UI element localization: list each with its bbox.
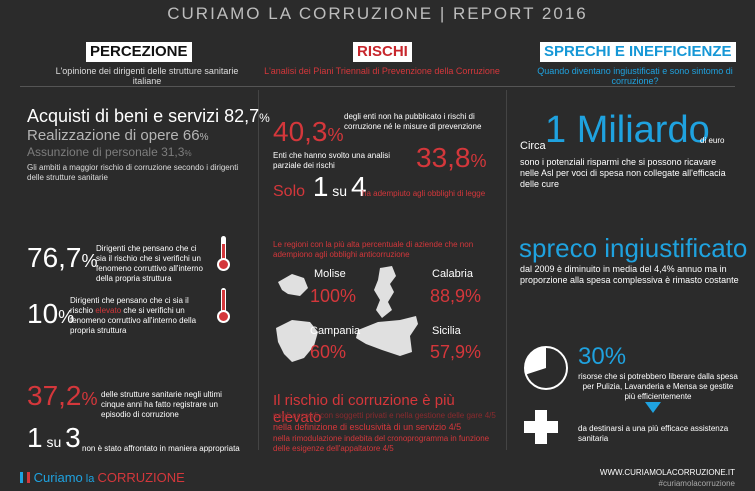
pct-30-value: 30% <box>578 343 627 370</box>
miliardo-value: 1 Miliardo <box>545 109 710 151</box>
rischi-subtitle: L'analisi dei Piani Triennali di Prevenz… <box>264 66 500 76</box>
spreco-text: dal 2009 è diminuito in media del 4,4% a… <box>520 264 739 285</box>
sprechi-subtitle: Quando diventano ingiustificati e sono s… <box>537 66 733 86</box>
spreco-title: spreco ingiustificato <box>519 233 748 263</box>
stat-37-text: delle strutture sanitarie negli ultimi c… <box>101 390 222 419</box>
rischio-elevato-title: Il rischio di corruzione è più elevato <box>273 392 455 426</box>
calabria-map-icon <box>374 266 396 318</box>
rischio-line-1: negli accordi con soggetti privati e nel… <box>273 411 496 420</box>
miliardo-text: sono i potenziali risparmi che si posson… <box>520 157 726 189</box>
pie-30-chart <box>524 346 568 390</box>
rischi-1su4-text: ha adempiuto agli obblighi di legge <box>362 189 486 198</box>
region-name-molise: Molise <box>314 268 346 280</box>
di-euro-label: di euro <box>700 136 725 145</box>
rischi-33-value: 33,8% <box>416 142 487 173</box>
stat-76-value: 76,7% <box>27 242 98 273</box>
rischio-line-2: nella definizione di esclusività di un s… <box>273 422 462 432</box>
footer-logo: Curiamo la CORRUZIONE <box>20 470 185 485</box>
region-name-calabria: Calabria <box>432 268 473 280</box>
rischi-40-value: 40,3% <box>273 116 344 147</box>
ambito-opere: Realizzazione di opere 66% <box>27 127 209 144</box>
rischi-33-text: Enti che hanno svolto una analisi parzia… <box>273 151 390 170</box>
region-value-calabria: 88,9% <box>430 286 482 306</box>
stat-1su3: 1 su 3 <box>27 422 81 453</box>
pct-30-text: risorse che si potrebbero liberare dalla… <box>578 372 738 401</box>
region-name-campania: Campania <box>310 325 361 337</box>
column-divider-1 <box>258 90 259 450</box>
regions-note: Le regioni con la più alta percentuale d… <box>273 240 474 259</box>
ambito-assunzione: Assunzione di personale 31,3% <box>27 145 192 159</box>
region-value-sicilia: 57,9% <box>430 342 482 362</box>
region-name-sicilia: Sicilia <box>432 325 461 337</box>
region-value-molise: 100% <box>310 286 357 306</box>
pie-slice-30 <box>526 347 567 389</box>
footer-hashtag: #curiamolacorruzione <box>658 479 735 488</box>
campania-map-icon <box>276 320 318 362</box>
rischi-40-text: degli enti non ha pubblicato i rischi di… <box>344 112 482 131</box>
region-value-campania: 60% <box>310 342 347 362</box>
rischi-heading: RISCHI <box>353 42 412 62</box>
rischio-line-3: nella rimodulazione indebita del cronopr… <box>273 434 490 453</box>
percezione-heading: PERCEZIONE <box>86 42 192 62</box>
stat-37-value: 37,2% <box>27 380 98 411</box>
stat-10-value: 10% <box>27 298 75 329</box>
rischi-1su4: Solo 1 su 4 <box>273 171 367 202</box>
circa-label: Circa <box>520 140 546 152</box>
regions-map <box>276 266 418 362</box>
ambiti-note: Gli ambiti a maggior rischio di corruzio… <box>27 163 239 182</box>
percezione-subtitle: L'opinione dei dirigenti delle strutture… <box>55 66 239 86</box>
report-title: CURIAMO LA CORRUZIONE | REPORT 2016 <box>167 4 588 23</box>
column-divider-2 <box>506 90 507 450</box>
logo-icon <box>20 472 30 483</box>
stat-76-text: Dirigenti che pensano che ci sia il risc… <box>96 244 203 283</box>
stat-1su3-text: non è stato affrontato in maniera approp… <box>82 444 240 453</box>
header-divider <box>20 86 735 87</box>
assist-text: da destinarsi a una più efficace assiste… <box>578 424 729 443</box>
sprechi-heading: SPRECHI E INEFFICIENZE <box>540 42 736 62</box>
sicilia-map-icon <box>356 316 418 356</box>
footer-url[interactable]: WWW.CURIAMOLACORRUZIONE.IT <box>599 468 735 477</box>
ambito-acquisti: Acquisti di beni e servizi 82,7% <box>27 106 270 126</box>
arrow-down-icon <box>645 402 661 413</box>
molise-map-icon <box>278 274 308 296</box>
stat-10-text: Dirigenti che pensano che ci sia il risc… <box>70 296 197 335</box>
